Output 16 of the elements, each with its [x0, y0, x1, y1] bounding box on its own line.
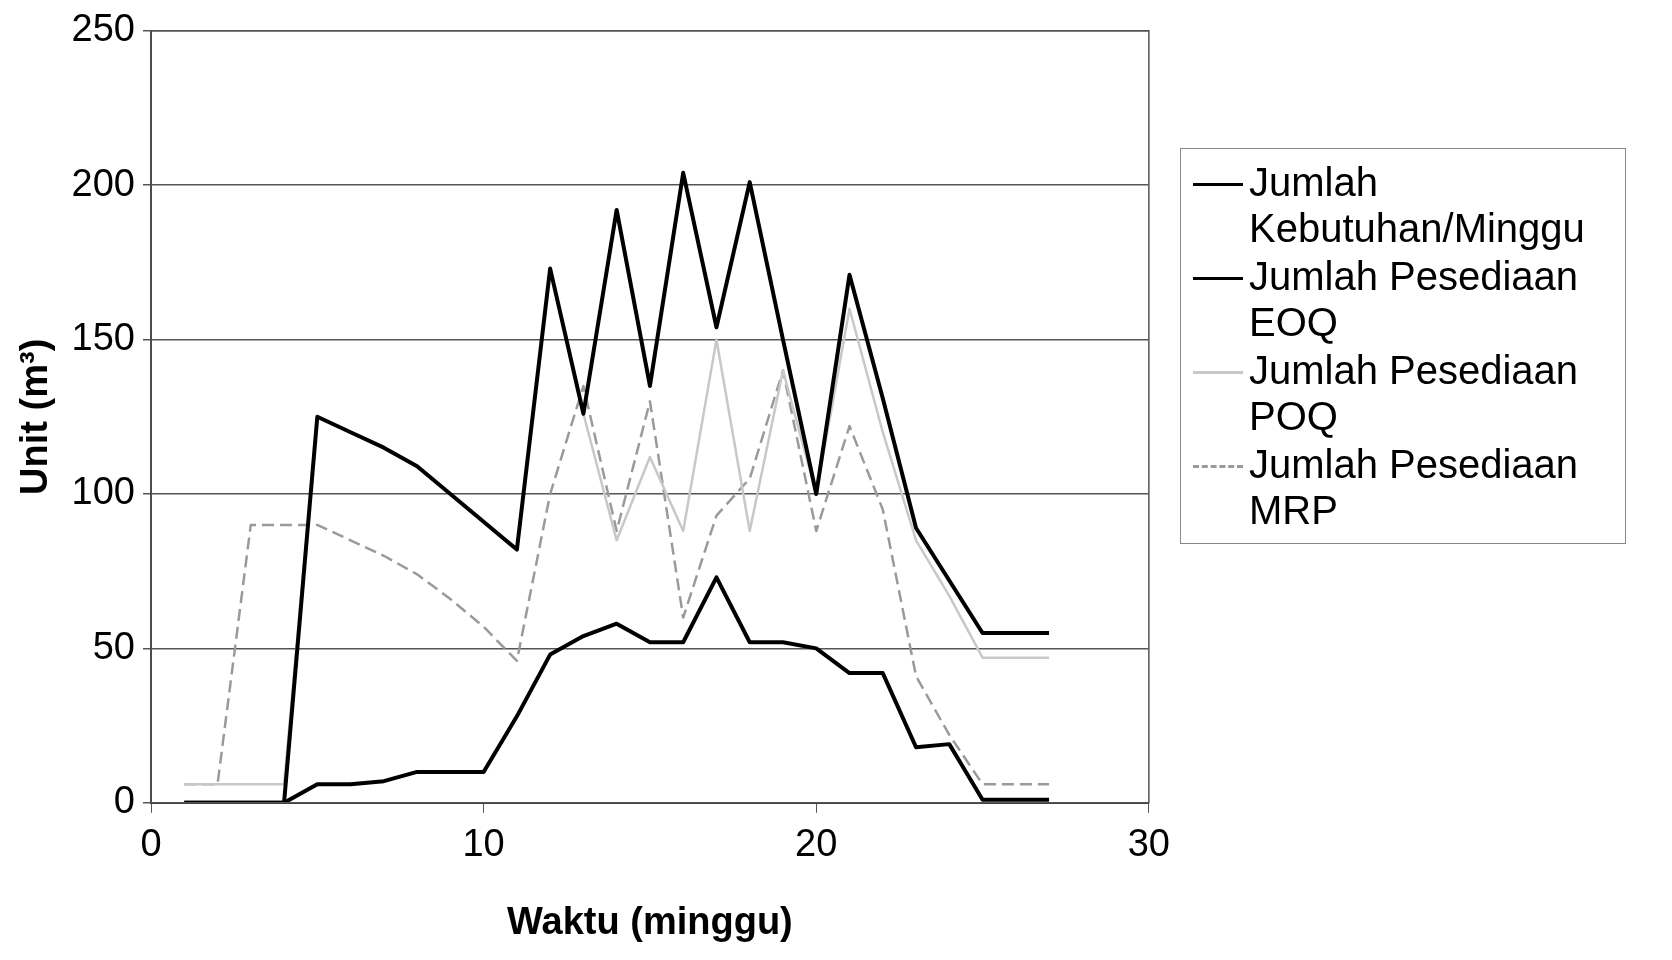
y-tick-label: 50 — [92, 624, 135, 667]
legend-label: Jumlah Kebutuhan/Minggu — [1249, 159, 1586, 251]
y-axis-title: Unit (m³) — [13, 338, 56, 495]
y-tick-label: 100 — [71, 470, 135, 513]
x-tick-label: 30 — [1127, 822, 1171, 865]
legend-label: Jumlah Pesediaan MRP — [1249, 441, 1580, 533]
legend-label: Jumlah Pesediaan EOQ — [1249, 253, 1580, 345]
y-tick-label: 200 — [71, 161, 135, 204]
y-tick-label: 150 — [71, 316, 135, 359]
legend-label: Jumlah Pesediaan POQ — [1249, 347, 1580, 439]
x-tick-label: 0 — [140, 822, 162, 865]
x-tick-label: 20 — [795, 822, 838, 865]
x-tick-label: 10 — [462, 822, 505, 865]
y-tick-label: 0 — [113, 779, 135, 822]
y-tick-label: 250 — [71, 7, 135, 50]
x-axis-title: Waktu (minggu) — [507, 899, 793, 942]
